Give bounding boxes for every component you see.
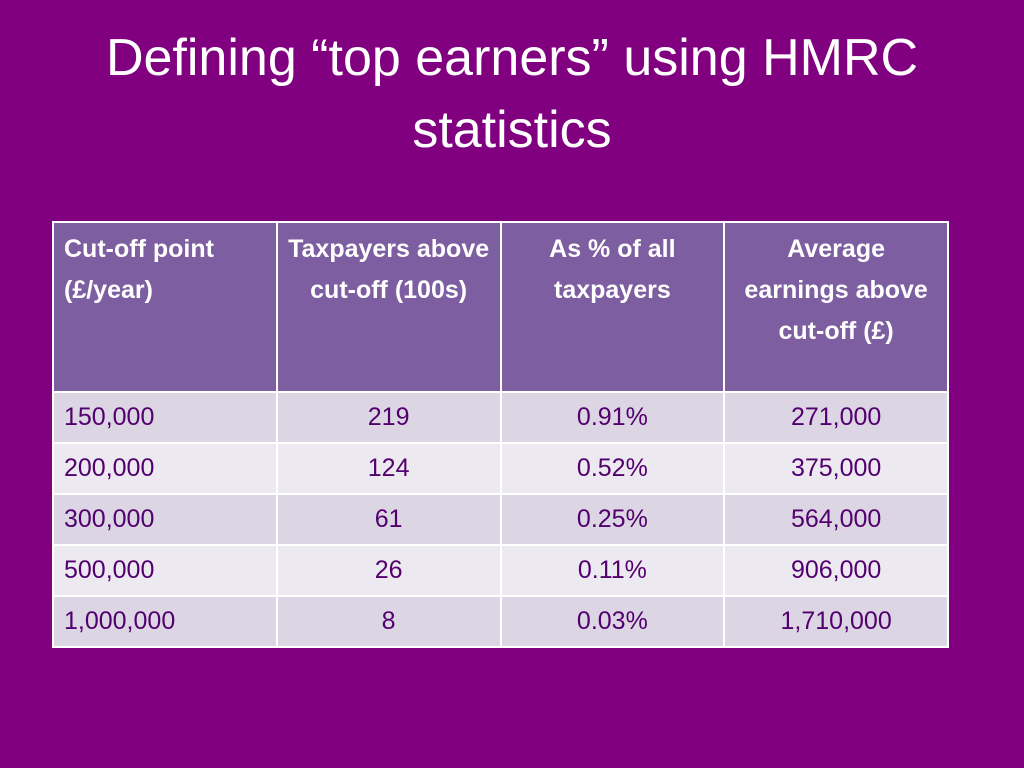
cell-average-earnings: 1,710,000 <box>723 595 949 648</box>
cell-average-earnings: 375,000 <box>723 442 949 495</box>
cell-cutoff: 500,000 <box>52 544 278 597</box>
table-row: 150,000 219 0.91% 271,000 <box>52 391 949 444</box>
cell-percent: 0.91% <box>499 391 726 444</box>
slide-title: Defining “top earners” using HMRC statis… <box>105 29 919 159</box>
table-row: 300,000 61 0.25% 564,000 <box>52 493 949 546</box>
cell-taxpayers: 61 <box>275 493 502 546</box>
cell-average-earnings: 564,000 <box>723 493 949 546</box>
cell-cutoff: 300,000 <box>52 493 278 546</box>
cell-cutoff: 200,000 <box>52 442 278 495</box>
cell-average-earnings: 271,000 <box>723 391 949 444</box>
cell-taxpayers: 26 <box>275 544 502 597</box>
cell-percent: 0.52% <box>499 442 726 495</box>
cell-average-earnings: 906,000 <box>723 544 949 597</box>
cell-cutoff: 1,000,000 <box>52 595 278 648</box>
table-row: 200,000 124 0.52% 375,000 <box>52 442 949 495</box>
cell-percent: 0.11% <box>499 544 726 597</box>
cell-percent: 0.03% <box>499 595 726 648</box>
table-header-row: Cut-off point (£/year) Taxpayers above c… <box>52 221 949 393</box>
table-row: 1,000,000 8 0.03% 1,710,000 <box>52 595 949 648</box>
header-average-earnings: Average earnings above cut-off (£) <box>723 221 949 393</box>
cell-taxpayers: 124 <box>275 442 502 495</box>
cell-taxpayers: 8 <box>275 595 502 648</box>
cell-taxpayers: 219 <box>275 391 502 444</box>
header-percent: As % of all taxpayers <box>499 221 726 393</box>
cell-cutoff: 150,000 <box>52 391 278 444</box>
table-row: 500,000 26 0.11% 906,000 <box>52 544 949 597</box>
earnings-table: Cut-off point (£/year) Taxpayers above c… <box>52 221 949 648</box>
cell-percent: 0.25% <box>499 493 726 546</box>
header-taxpayers: Taxpayers above cut-off (100s) <box>275 221 502 393</box>
header-cutoff: Cut-off point (£/year) <box>52 221 278 393</box>
